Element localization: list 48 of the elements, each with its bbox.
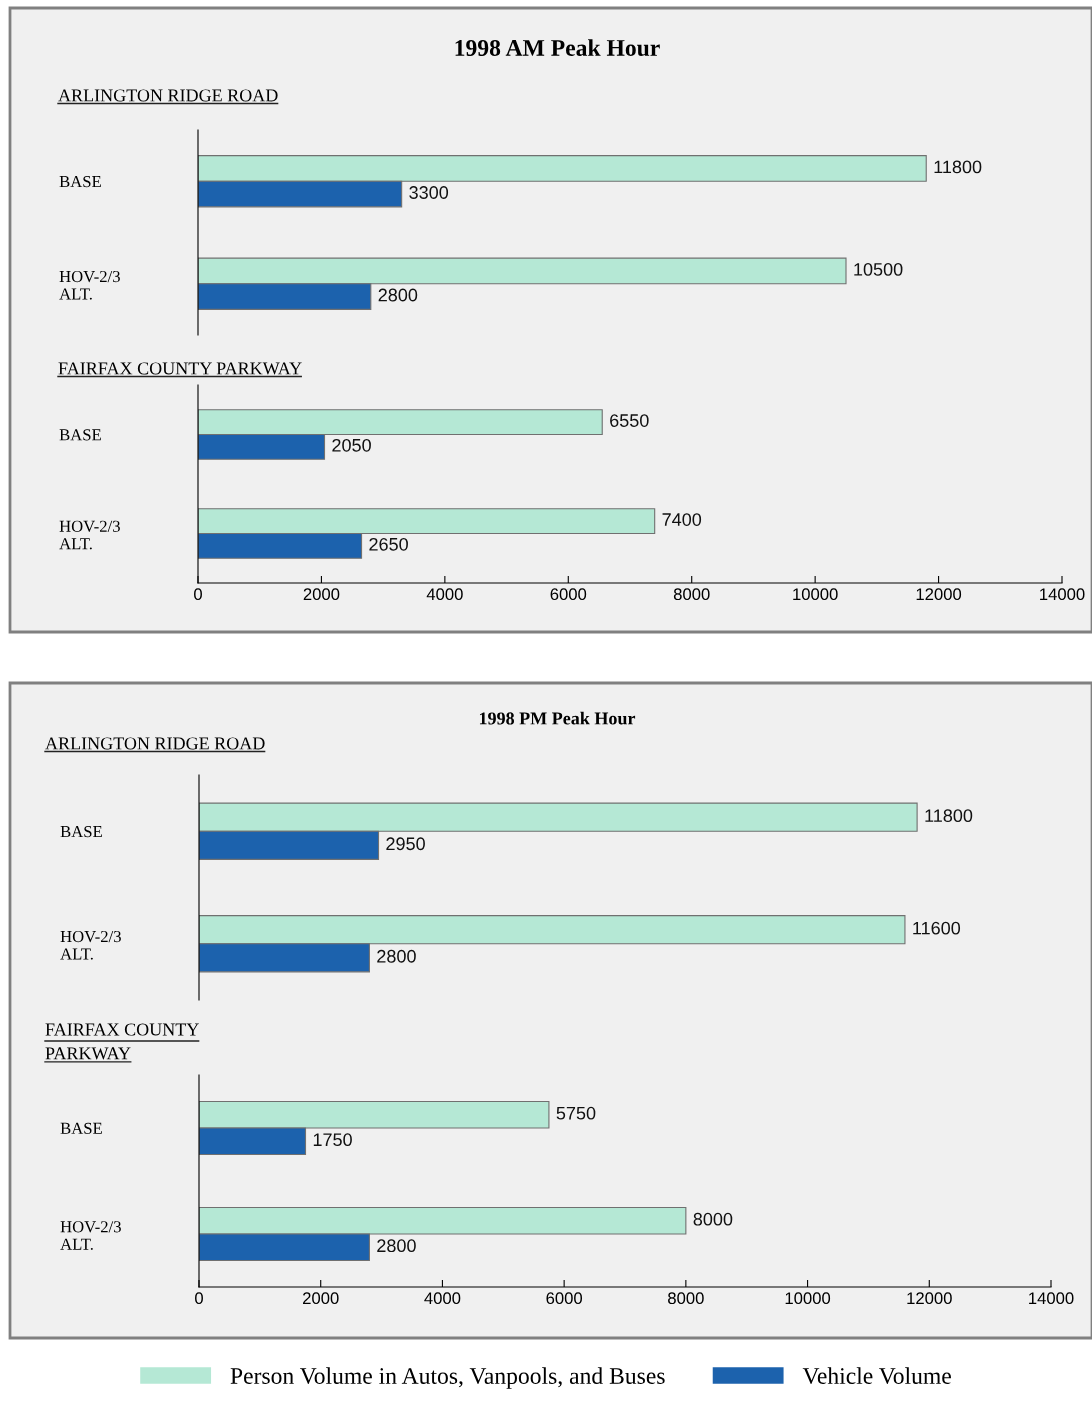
data-label: 2800 [377,1239,416,1253]
data-label: 2950 [386,837,425,851]
x-tick-label: 8000 [673,588,710,601]
legend-label: Vehicle Volume [802,1367,951,1385]
x-tick-label: 14000 [1040,588,1085,601]
y-tick-label: BASE [60,1122,102,1134]
data-label: 6550 [610,414,649,427]
x-tick-label: 6000 [546,1292,583,1305]
data-label: 2800 [378,288,418,302]
chart-title: 1998 AM Peak Hour [455,39,660,56]
y-tick-label: BASE [59,176,101,188]
data-label: 2800 [377,949,416,963]
y-tick-label: HOV-2/3 ALT. [59,270,120,300]
chart-title: 1998 PM Peak Hour [479,711,636,725]
data-label: 2050 [332,438,371,452]
data-label: 10500 [854,263,903,276]
data-label: 2650 [369,537,408,551]
x-tick-label: 0 [195,1292,203,1305]
data-label: 8000 [693,1212,733,1226]
x-tick-label: 10000 [793,588,838,601]
y-tick-label: BASE [60,826,102,838]
data-label: 11800 [934,160,982,174]
x-tick-label: 10000 [785,1292,831,1305]
y-tick-label: HOV-2/3 ALT. [60,930,121,960]
x-tick-label: 2000 [303,588,340,601]
chart-subtitle: ARLINGTON RIDGE ROAD [58,89,278,102]
x-tick-label: 8000 [668,1292,704,1305]
data-label: 5750 [556,1106,596,1120]
x-tick-label: 4000 [426,588,463,601]
x-tick-label: 0 [194,588,202,601]
x-tick-label: 6000 [550,588,587,601]
x-tick-label: 12000 [907,1292,952,1305]
y-tick-label: BASE [59,429,101,441]
data-label: 1750 [313,1133,352,1147]
chart-subtitle: FAIRFAX COUNTY PARKWAY [58,362,302,375]
chart-subtitle: ARLINGTON RIDGE ROAD [45,737,265,750]
x-tick-label: 14000 [1029,1292,1074,1305]
data-label: 11800 [925,809,973,823]
y-tick-label: HOV-2/3 ALT. [59,520,120,550]
y-tick-label: HOV-2/3 ALT. [60,1221,121,1250]
legend-label: Person Volume in Autos, Vanpools, and Buses [230,1367,665,1389]
x-tick-label: 2000 [303,1292,339,1305]
data-label: 7400 [662,513,702,526]
x-tick-label: 12000 [916,588,962,601]
x-tick-label: 4000 [424,1292,461,1305]
data-label: 3300 [409,186,449,199]
chart-subtitle: FAIRFAX COUNTY PARKWAY [45,1023,199,1060]
data-label: 11600 [913,921,961,935]
